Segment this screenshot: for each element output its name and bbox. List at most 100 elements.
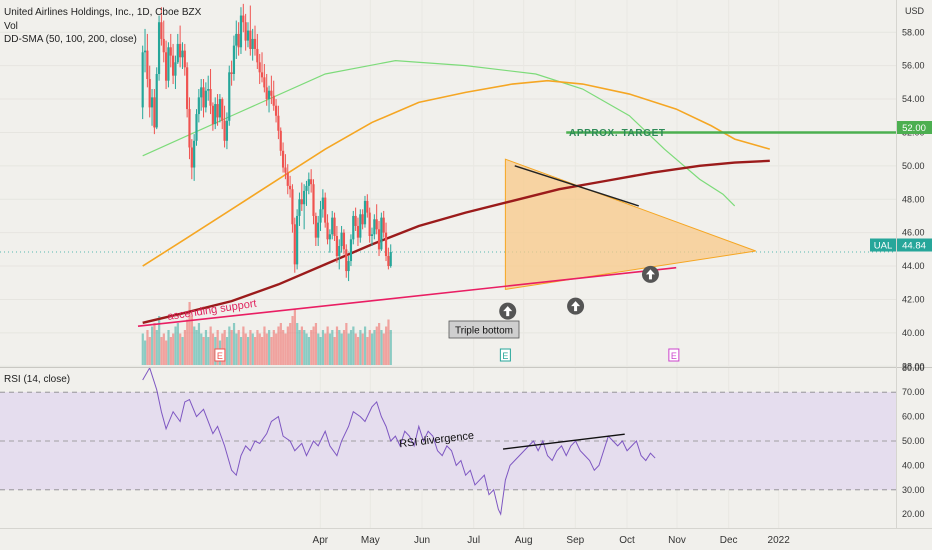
current-price-badge-text: 44.84 [902, 241, 926, 252]
candle-body [356, 225, 360, 238]
earnings-marker-box [499, 348, 511, 362]
volume-bar [209, 326, 212, 365]
candle-body [375, 219, 378, 230]
candle-body [186, 67, 189, 110]
volume-bar [371, 333, 374, 365]
candle-body [256, 48, 259, 63]
volume-bar [303, 330, 306, 365]
rsi-tick-label: 70.00 [902, 387, 925, 397]
candle-body [370, 234, 374, 236]
volume-bar [268, 330, 271, 365]
arrow-up-glyph [571, 301, 581, 312]
volume-bar [352, 326, 355, 365]
volume-bar [326, 326, 329, 365]
candle-body [373, 219, 376, 235]
volume-bar [258, 333, 261, 365]
candle-body [155, 74, 158, 128]
volume-bar [279, 323, 282, 365]
candle-body [162, 38, 165, 53]
earnings-marker-label: E [217, 351, 223, 361]
volume-bar [153, 323, 156, 365]
rsi-tick-label: 80.00 [902, 363, 925, 373]
candle-body [258, 62, 261, 73]
candle-body [167, 47, 170, 81]
volume-bar [378, 323, 381, 365]
volume-bar [216, 330, 219, 365]
volume-bar [324, 333, 327, 365]
volume-bar [148, 337, 151, 365]
volume-bar [254, 337, 257, 365]
time-tick-label: 2022 [768, 535, 791, 546]
time-tick-label: Nov [668, 535, 686, 546]
candle-body [218, 99, 221, 118]
volume-bar [300, 326, 303, 365]
volume-bar [359, 330, 362, 365]
symbol-title: United Airlines Holdings, Inc., 1D, Cboe… [4, 7, 202, 18]
volume-bar [167, 330, 170, 365]
earnings-marker-label: E [671, 351, 677, 361]
candle-body [174, 62, 177, 76]
volume-bar [296, 323, 299, 365]
candle-body [211, 105, 214, 125]
candle-body [169, 47, 172, 56]
candle-body [193, 140, 196, 168]
volume-bar [333, 337, 336, 365]
volume-bar [366, 337, 369, 365]
volume-bar [249, 330, 252, 365]
rsi-tick-label: 20.00 [902, 509, 925, 519]
rsi-band [0, 392, 896, 490]
volume-bar [363, 326, 367, 365]
candle-body [380, 217, 383, 250]
volume-bar [265, 333, 268, 365]
volume-bar [202, 337, 205, 365]
volume-bar [349, 330, 353, 365]
volume-bar [338, 330, 341, 365]
ascending-support-line [137, 266, 677, 327]
candle-body [146, 50, 149, 80]
volume-bar [146, 330, 149, 365]
volume-bar [193, 326, 196, 365]
candle-body [291, 189, 294, 225]
candle-body [361, 214, 364, 225]
candle-body [143, 50, 147, 53]
volume-bar [197, 323, 201, 365]
volume-bar [277, 326, 280, 365]
volume-bar [275, 333, 278, 365]
volume-bar [298, 330, 301, 365]
volume-bar [256, 330, 259, 365]
candle-body [179, 43, 182, 58]
volume-bar [389, 330, 392, 365]
candle-body [228, 72, 231, 121]
arrow-up-glyph [503, 306, 513, 317]
candle-body [246, 30, 250, 41]
sma100-line [142, 79, 771, 267]
rsi-tick-label: 50.00 [902, 436, 925, 446]
volume-bar [183, 330, 186, 365]
candle-body [345, 249, 348, 272]
candle-body [331, 217, 334, 235]
target-annotation: APPROX. TARGET [569, 128, 666, 139]
sma-lines [142, 60, 771, 324]
volume-bar [169, 337, 172, 365]
volume-bar [242, 326, 245, 365]
candle-body [221, 99, 224, 121]
candle-body [342, 232, 346, 250]
volume-bar [270, 337, 273, 365]
candle-body [176, 43, 179, 63]
volume-bar [373, 330, 376, 365]
candle-body [384, 232, 388, 257]
candle-body [281, 150, 285, 168]
candle-body [338, 246, 341, 257]
volume-bar [246, 337, 250, 365]
price-tick-label: 44.00 [902, 261, 925, 271]
volume-bar [190, 316, 194, 365]
volume-bar [331, 330, 334, 365]
volume-bar [328, 333, 332, 365]
volume-bar [321, 330, 325, 365]
volume-bar [176, 323, 179, 365]
candle-body [377, 229, 381, 250]
volume-bar [158, 316, 161, 365]
volume-bar [181, 337, 184, 365]
